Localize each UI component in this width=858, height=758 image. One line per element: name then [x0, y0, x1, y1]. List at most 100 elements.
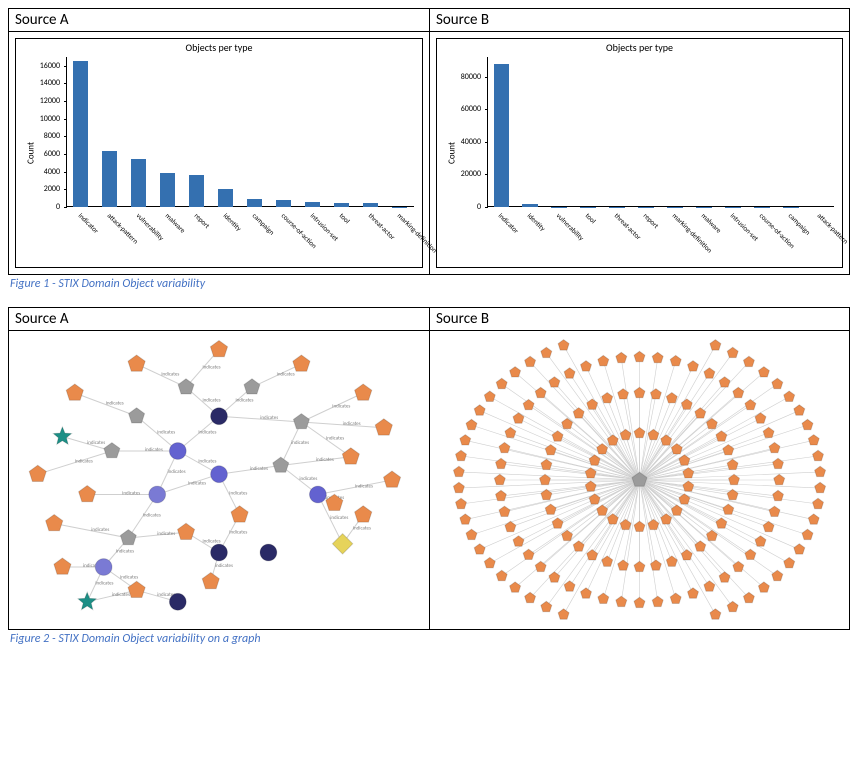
graph-node-indicator	[688, 361, 699, 372]
graph-node-indicator	[210, 341, 227, 357]
figure-1-source-b-cell: Source B Objects per type Count indicato…	[429, 9, 849, 274]
graph-node-malware	[169, 443, 186, 460]
graph-node-indicator	[202, 573, 219, 589]
graph-node-indicator	[598, 355, 609, 366]
xtick: tool	[337, 211, 351, 225]
graph-node-indicator	[128, 355, 145, 371]
graph-node-indicator	[661, 435, 672, 446]
graph-edge-label: indicates	[215, 563, 233, 569]
graph-node-indicator	[496, 378, 507, 389]
graph-edge-label: indicates	[326, 435, 344, 441]
graph-node-indicator	[704, 368, 715, 379]
graph-node-indicator	[772, 378, 783, 389]
graph-node-indicator	[597, 505, 608, 516]
graph-edge	[603, 480, 639, 599]
graph-edge-label: indicates	[330, 515, 348, 521]
graph-edge-label: indicates	[260, 415, 278, 421]
graph-node-indicator	[523, 549, 534, 559]
graph-node-indicator	[549, 377, 560, 387]
graph-node-indicator	[620, 429, 631, 439]
graph-node-tool	[211, 544, 228, 561]
graph-node-indicator	[54, 558, 71, 574]
graph-node-indicator	[474, 544, 485, 554]
ytick: 8000	[16, 131, 64, 141]
xtick: attack-pattern	[815, 211, 850, 246]
graph-node-indicator	[587, 550, 598, 561]
graph-node-indicator	[688, 588, 699, 599]
graph-source-b	[434, 335, 845, 625]
graph-edge	[621, 480, 639, 602]
graph-node-indicator	[815, 482, 826, 492]
graph-node-indicator	[634, 561, 645, 571]
graph-node-indicator	[755, 536, 766, 547]
graph-edge-label: indicates	[332, 404, 350, 410]
graph-node-indicator	[494, 474, 505, 485]
graph-node-indicator	[66, 384, 83, 400]
graph-node-indicator	[733, 561, 744, 571]
figure-1-source-a-header: Source A	[9, 9, 429, 32]
graph-node-indicator	[545, 504, 556, 514]
graph-edge-label: indicates	[203, 364, 221, 370]
graph-node-indicator	[607, 435, 618, 446]
graph-edge-label: indicates	[198, 430, 216, 436]
graph-edge	[640, 480, 769, 527]
graph-edge-label: indicates	[188, 480, 206, 486]
graph-node-indicator	[552, 518, 563, 529]
graph-edge-label: indicates	[250, 466, 268, 472]
graph-node-indicator	[484, 557, 495, 568]
graph-node-indicator	[535, 561, 546, 571]
graph-edge-label: indicates	[198, 459, 216, 465]
graph-node-indicator	[634, 427, 645, 437]
graph-node-indicator	[670, 593, 681, 604]
graph-node-indicator	[808, 435, 819, 445]
graph-node-indicator	[723, 504, 734, 514]
graph-node-indicator	[695, 408, 706, 419]
graph-edge-label: indicates	[353, 525, 371, 531]
figure-2-source-b-header: Source B	[430, 308, 849, 331]
figure-2-source-b-cell: Source B	[429, 308, 849, 629]
figure-1-caption: Figure 1 - STIX Domain Object variabilit…	[10, 277, 850, 291]
bar	[102, 151, 118, 207]
graph-node-indicator	[474, 405, 485, 415]
graph-node-indicator	[466, 419, 477, 430]
graph-node-indicator	[597, 444, 608, 455]
xtick: report	[642, 211, 661, 230]
graph-node-indicator	[466, 529, 477, 540]
graph-node-indicator	[681, 550, 692, 561]
graph-node-indicator	[704, 581, 715, 592]
graph-node-indicator	[581, 361, 592, 372]
graph-node-indicator	[666, 393, 677, 403]
graph-edge	[640, 480, 676, 599]
graph-edge-label: indicates	[145, 447, 163, 453]
bar	[247, 199, 263, 207]
graph-node-indicator	[499, 506, 510, 516]
graph-edge-label: indicates	[229, 530, 247, 536]
graph-node-indicator	[727, 459, 738, 470]
graph-node-indicator	[634, 387, 645, 397]
graph-edge	[502, 480, 640, 576]
graph-node-indicator	[587, 399, 598, 410]
bar	[522, 204, 538, 207]
graph-node-indicator	[523, 399, 534, 409]
ytick: 60000	[437, 104, 485, 114]
graph-node-indicator	[581, 588, 592, 599]
graph-node-indicator	[774, 474, 785, 485]
graph-node-indicator	[231, 506, 248, 522]
graph-node-indicator	[802, 419, 813, 430]
graph-edge-label: indicates	[355, 483, 373, 489]
ytick: 12000	[16, 96, 64, 106]
graph-node-indicator	[671, 444, 682, 455]
graph-edge-label: indicates	[157, 531, 175, 537]
graph-node-indicator	[769, 506, 780, 516]
graph-node-indicator	[355, 506, 372, 522]
graph-node-indicator	[558, 609, 569, 620]
graph-node-indicator	[79, 486, 96, 502]
graph-node-indicator	[355, 384, 372, 400]
graph-node-indicator	[618, 389, 629, 399]
graph-edge	[501, 480, 640, 496]
graph-node-identity	[120, 530, 136, 545]
graph-node-indicator	[510, 367, 521, 377]
graph-edge-label: indicates	[277, 372, 295, 378]
graph-edge-label: indicates	[143, 512, 161, 518]
graph-node-indicator	[769, 442, 780, 452]
